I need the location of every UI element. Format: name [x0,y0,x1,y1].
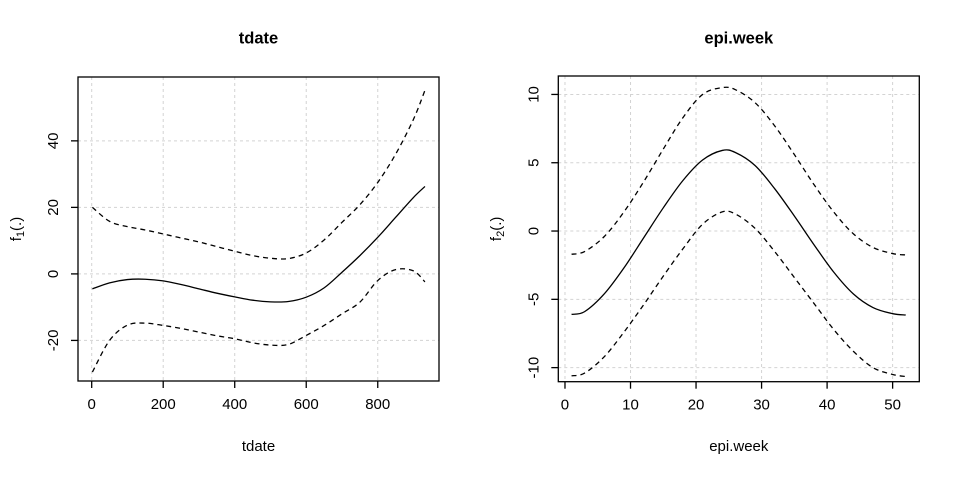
y-axis-label-base: f [8,236,25,241]
x-axis: 0 200 400 600 800 [88,381,390,413]
y-tick-label: -5 [525,293,542,306]
x-tick-label: 400 [222,396,247,413]
y-axis-label-subscript: 2 [495,231,507,237]
x-tick-label: 200 [151,396,176,413]
grid-lines [78,77,439,381]
epi-week-chart-svg: 0 10 20 30 40 50 -10 -5 0 5 10 epi.week epi.week f2(.… [488,29,920,455]
x-tick-label: 50 [884,397,901,414]
y-axis-label-base: f [488,236,505,241]
fit-line [571,149,906,316]
x-tick-label: 30 [753,397,770,414]
y-tick-label: 40 [45,133,62,150]
y-tick-label: -10 [525,357,542,379]
plot-title: epi.week [704,29,774,47]
y-tick-label: 10 [525,86,542,103]
plot-box [77,76,440,382]
x-tick-label: 20 [688,397,705,414]
series-group [91,90,426,373]
x-tick-label: 0 [561,397,569,414]
x-axis-label: epi.week [709,438,769,455]
y-axis-label: f2(.) [488,217,507,241]
x-tick-label: 600 [294,396,319,413]
y-tick-label: -20 [45,330,62,352]
plot-box [557,75,920,383]
y-tick-label: 0 [45,270,62,278]
y-axis: -10 -5 0 5 10 [525,86,559,379]
y-axis-label: f1(.) [8,217,27,241]
y-axis-label-rest: (.) [8,217,25,231]
grid-lines [558,76,920,382]
y-axis: -20 0 20 40 [45,133,78,352]
fit-line [92,185,426,303]
x-axis-label: tdate [242,438,275,455]
upper-ci-line [91,90,426,260]
upper-ci-line [571,86,906,256]
y-axis-label-subscript: 1 [15,231,27,237]
tdate-panel: 0 200 400 600 800 -20 0 20 40 tdate tdate f1(.) [8,29,440,455]
series-group [571,86,906,378]
x-tick-label: 0 [88,396,96,413]
x-axis: 0 10 20 30 40 50 [561,381,901,414]
x-tick-label: 40 [819,397,836,414]
y-axis-label-rest: (.) [488,217,505,231]
lower-ci-line [571,210,906,378]
plot-title: tdate [239,29,278,47]
y-tick-label: 20 [45,199,62,216]
lower-ci-line [91,268,426,373]
y-tick-label: 0 [525,227,542,235]
y-tick-label: 5 [525,159,542,167]
tdate-chart-svg: 0 200 400 600 800 -20 0 20 40 tdate tdate f1(.) [8,29,440,455]
x-tick-label: 10 [622,397,639,414]
epi-week-panel: 0 10 20 30 40 50 -10 -5 0 5 10 epi.week epi.week f2(.… [480,0,960,480]
x-tick-label: 800 [365,396,390,413]
